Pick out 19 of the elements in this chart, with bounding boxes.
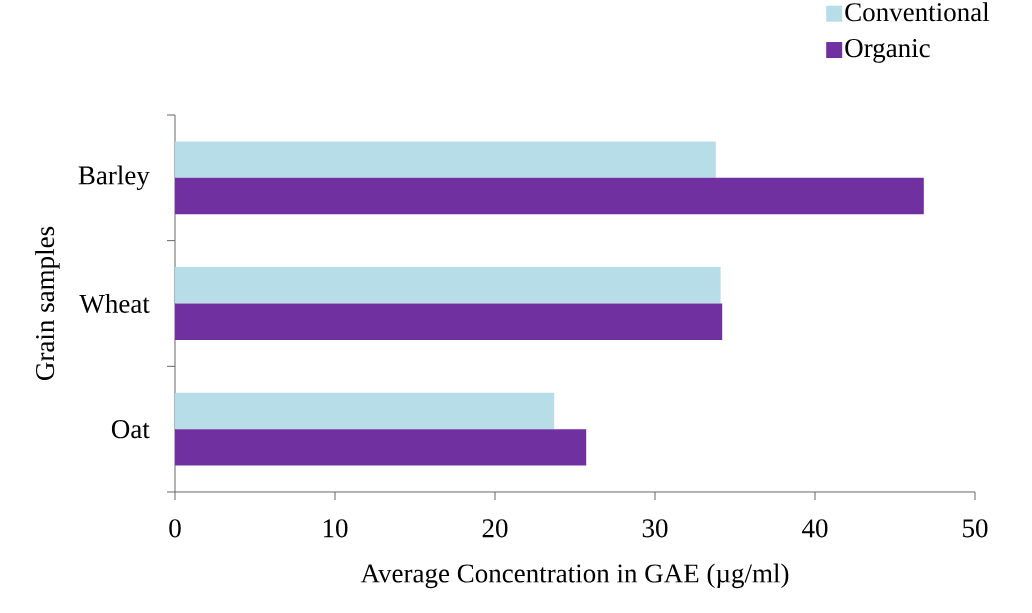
y-tick-label: Wheat [79,293,150,314]
y-tick-label: Barley [78,165,150,191]
x-axis-title: Average Concentration in GAE (µg/ml) [360,563,789,589]
x-tick-label: 40 [802,519,828,538]
bar [175,429,587,466]
bar [175,267,721,304]
x-tick-label: 20 [482,519,508,538]
y-axis-title: Grain samples [35,226,60,380]
x-tick-label: 10 [323,519,348,538]
y-tick-label: Oat [111,420,150,439]
x-tick-label: 30 [642,519,668,538]
bar [175,141,716,178]
bar [175,177,924,215]
x-tick-label: 0 [169,519,181,538]
legend-label: Conventional [845,2,990,22]
x-tick-label: 50 [963,519,988,538]
bar [175,303,723,340]
bar [175,392,555,430]
legend-label: Organic [845,39,930,63]
